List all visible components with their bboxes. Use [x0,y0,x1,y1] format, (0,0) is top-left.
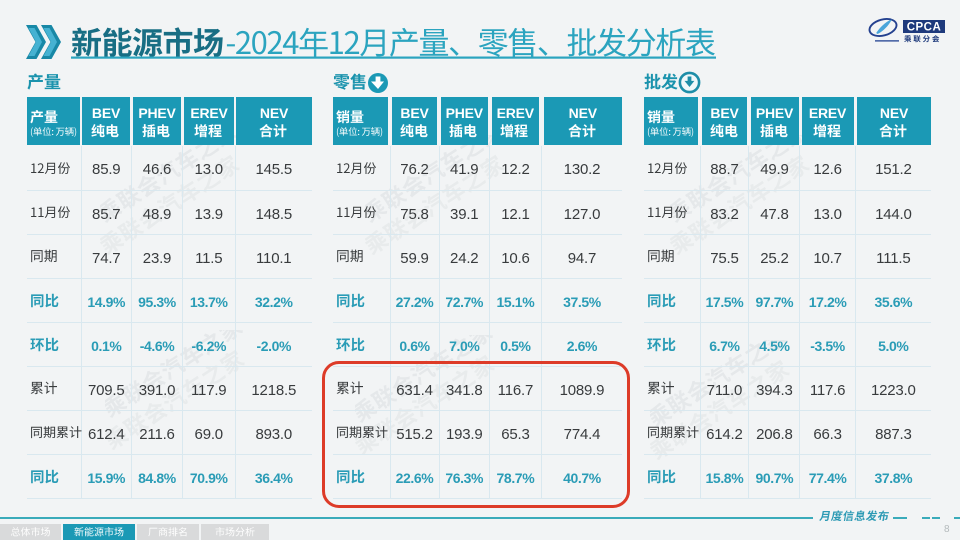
svg-text:CPCA: CPCA [907,22,942,34]
